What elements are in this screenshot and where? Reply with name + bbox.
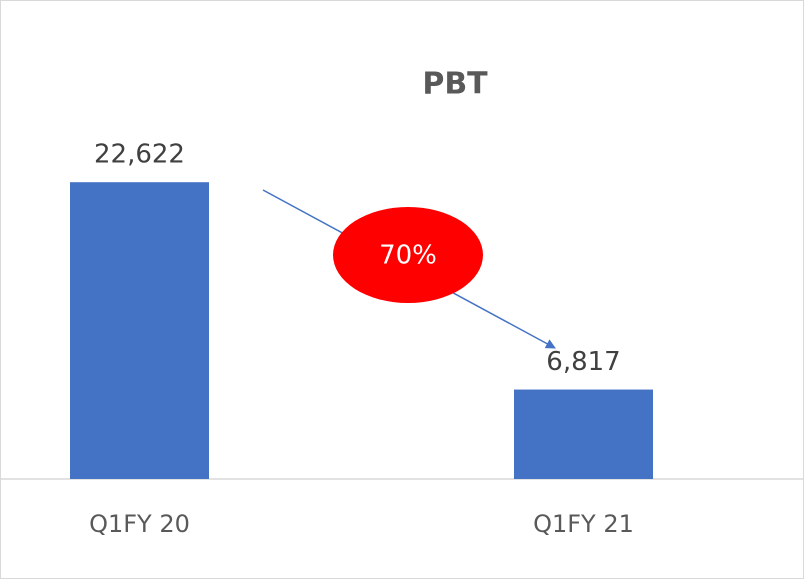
chart-title: PBT (422, 67, 488, 102)
bar (514, 389, 653, 479)
value-label: 6,817 (546, 347, 620, 377)
bar (70, 182, 209, 480)
x-tick-label: Q1FY 21 (533, 510, 634, 538)
change-label: 70% (379, 241, 437, 271)
change-badge (333, 207, 483, 303)
bars: 22,622 Q1FY 20 6,817 Q1FY 21 (70, 140, 653, 538)
value-label: 22,622 (94, 140, 185, 170)
x-tick-label: Q1FY 20 (89, 510, 190, 538)
